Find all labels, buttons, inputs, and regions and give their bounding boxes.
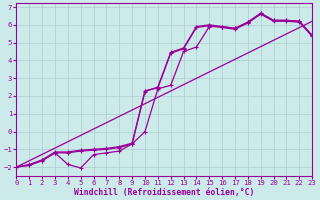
X-axis label: Windchill (Refroidissement éolien,°C): Windchill (Refroidissement éolien,°C) [74, 188, 254, 197]
